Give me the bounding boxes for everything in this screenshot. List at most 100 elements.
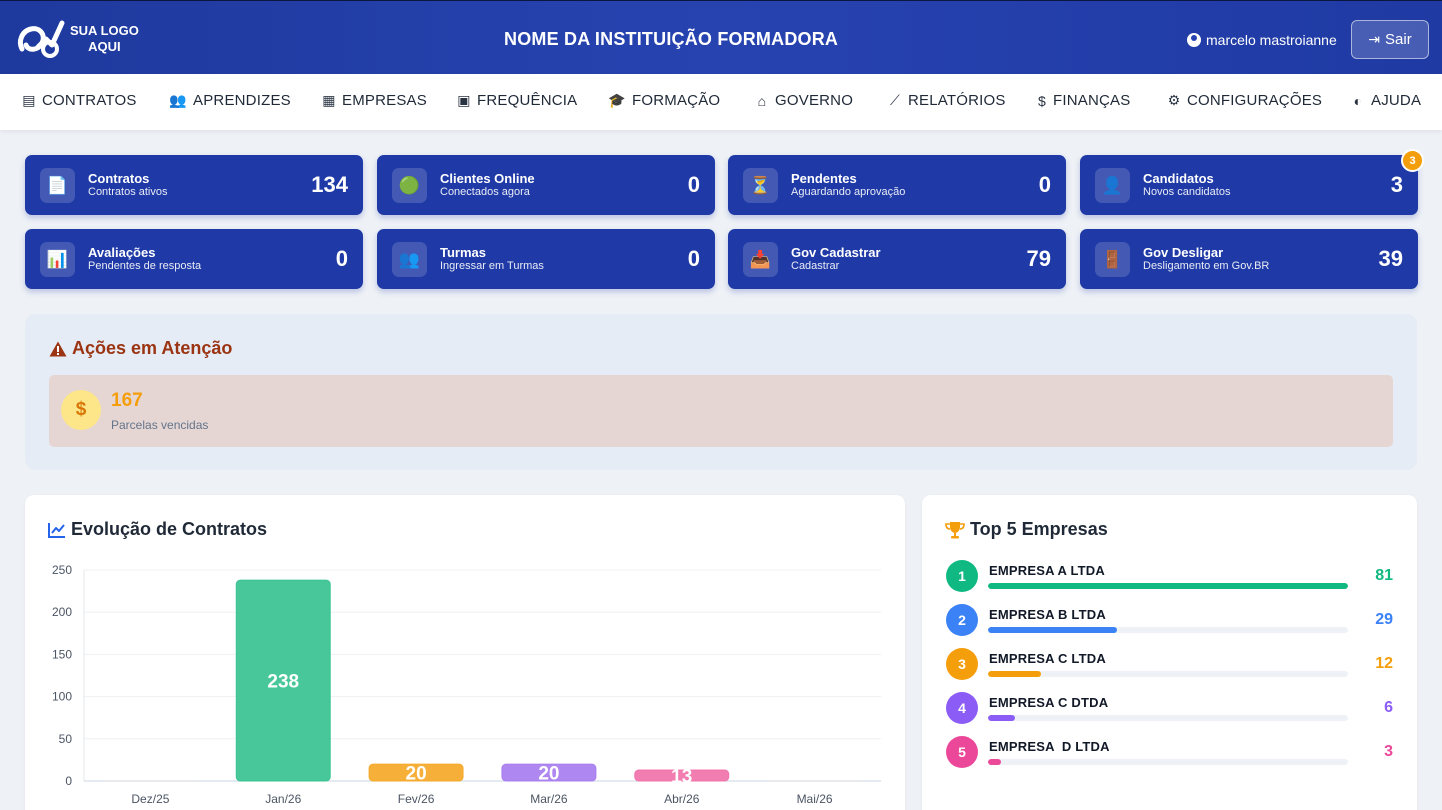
bar-data-label: 20: [538, 764, 559, 785]
nav-label: CONFIGURAÇÕES: [1187, 92, 1323, 109]
stat-subtitle: Conectados agora: [440, 186, 530, 198]
rank-bar-fill: [988, 715, 1015, 721]
x-tick-label: Mar/26: [530, 792, 568, 806]
attention-title: Ações em Atenção: [49, 338, 232, 359]
company-rank-row[interactable]: 1 EMPRESA A LTDA 81: [946, 560, 1393, 594]
stat-card-pendentes[interactable]: ⏳ Pendentes Aguardando aprovação 0: [728, 155, 1066, 215]
stat-value: 0: [687, 172, 700, 197]
calendar-check-icon: ▣: [457, 92, 471, 108]
rank-badge: 5: [946, 736, 978, 768]
stat-value: 134: [311, 172, 348, 197]
attention-title-text: Ações em Atenção: [72, 338, 233, 358]
stat-card-contratos[interactable]: 📄 Contratos Contratos ativos 134: [25, 155, 363, 215]
company-rank-row[interactable]: 3 EMPRESA C LTDA 12: [946, 648, 1393, 682]
rank-badge: 2: [946, 604, 978, 636]
bar-chart-icon: 📊: [40, 242, 75, 277]
nav-label: RELATÓRIOS: [908, 92, 1006, 109]
nav-label: AJUDA: [1371, 92, 1422, 109]
y-tick-label: 0: [65, 774, 72, 788]
rank-bar-fill: [988, 627, 1117, 633]
nav-item-governo[interactable]: ⌂ GOVERNO: [755, 92, 853, 109]
rank-bar-track: [988, 671, 1348, 677]
stat-title: Clientes Online: [440, 171, 535, 186]
attention-item-label: Parcelas vencidas: [111, 418, 209, 432]
company-rank-row[interactable]: 2 EMPRESA B LTDA 29: [946, 604, 1393, 638]
company-name: EMPRESA C LTDA: [989, 651, 1106, 666]
logo-mark-icon: [17, 20, 65, 58]
stat-card-gov-cadastrar[interactable]: 📥 Gov Cadastrar Cadastrar 79: [728, 229, 1066, 289]
stat-card-avaliacoes[interactable]: 📊 Avaliações Pendentes de resposta 0: [25, 229, 363, 289]
rank-bar-track: [988, 583, 1348, 589]
evolution-chart: 0 50 100 150 200 250 Dez/25 238 Jan/26 20 Fev/26 20…: [52, 563, 881, 806]
inbox-tray-icon: 📥: [743, 242, 778, 277]
nav-item-ajuda[interactable]: ◐ AJUDA: [1351, 92, 1421, 109]
nav-label: CONTRATOS: [42, 92, 137, 109]
nav-item-formacao[interactable]: 🎓 FORMAÇÃO: [608, 92, 720, 109]
landmark-icon: ⌂: [757, 92, 767, 109]
rank-badge: 4: [946, 692, 978, 724]
rank-badge: 3: [946, 648, 978, 680]
rank-bar-track: [988, 627, 1348, 633]
nav-item-empresas[interactable]: ▦ EMPRESAS: [322, 92, 427, 109]
dollar-icon: $: [1038, 92, 1046, 109]
building-icon: ▦: [322, 92, 336, 108]
stat-title: Gov Cadastrar: [791, 245, 881, 260]
rank-bar-track: [988, 759, 1348, 765]
y-tick-label: 50: [59, 732, 73, 746]
company-rank-row[interactable]: 4 EMPRESA C DTDA 6: [946, 692, 1393, 726]
stat-card-clientes-online[interactable]: 🟢 Clientes Online Conectados agora 0: [377, 155, 715, 215]
warning-icon: [49, 341, 67, 356]
bar: [368, 763, 464, 782]
nav-item-relatorios[interactable]: ⟋ RELATÓRIOS: [888, 92, 1006, 109]
top5-panel: Top 5 Empresas 1 EMPRESA A LTDA 81 2 EMP…: [922, 495, 1417, 810]
stat-value: 0: [335, 246, 348, 271]
stat-card-turmas[interactable]: 👥 Turmas Ingressar em Turmas 0: [377, 229, 715, 289]
graduation-cap-icon: 🎓: [608, 92, 626, 108]
users-icon: 👥: [169, 92, 187, 108]
hourglass-icon: ⏳: [743, 168, 778, 203]
stat-title: Gov Desligar: [1143, 245, 1224, 260]
stat-title: Candidatos: [1143, 171, 1214, 186]
document-icon: 📄: [40, 168, 75, 203]
main-nav: ▤ CONTRATOS 👥 APRENDIZES ▦ EMPRESAS ▣ FR…: [0, 74, 1442, 130]
attention-item-parcelas[interactable]: $ 167 Parcelas vencidas: [49, 375, 1393, 447]
company-rank-row[interactable]: 5 EMPRESA D LTDA 3: [946, 736, 1393, 770]
attention-section: Ações em Atenção $ 167 Parcelas vencidas: [25, 314, 1417, 470]
rank-bar-fill: [988, 583, 1348, 589]
top5-title-text: Top 5 Empresas: [970, 519, 1108, 539]
rank-bar-fill: [988, 759, 1002, 765]
stat-subtitle: Cadastrar: [791, 260, 840, 272]
evolution-panel: Evolução de Contratos 0 50 100 150 200 250 Dez…: [25, 495, 905, 810]
institution-name: NOME DA INSTITUIÇÃO FORMADORA: [504, 29, 839, 49]
bar-data-label: 238: [267, 672, 299, 693]
y-tick-label: 250: [52, 563, 72, 577]
bar: [501, 763, 597, 782]
user-info[interactable]: marcelo mastroianne: [1187, 32, 1337, 48]
nav-label: FORMAÇÃO: [632, 92, 721, 109]
attention-item-value: 167: [111, 390, 143, 411]
stat-title: Turmas: [440, 245, 486, 260]
evolution-title: Evolução de Contratos: [48, 519, 267, 540]
company-value: 81: [1375, 567, 1393, 584]
nav-item-frequencia[interactable]: ▣ FREQUÊNCIA: [457, 92, 577, 109]
nav-item-contratos[interactable]: ▤ CONTRATOS: [22, 92, 137, 109]
stat-subtitle: Contratos ativos: [88, 186, 168, 198]
logo-text: SUA LOGO AQUI: [70, 23, 139, 55]
nav-label: APRENDIZES: [193, 92, 291, 109]
stat-subtitle: Ingressar em Turmas: [440, 260, 544, 272]
top5-title: Top 5 Empresas: [945, 519, 1108, 540]
nav-item-financas[interactable]: $ FINANÇAS: [1037, 92, 1130, 109]
stat-card-gov-desligar[interactable]: 🚪 Gov Desligar Desligamento em Gov.BR 39: [1080, 229, 1418, 289]
stat-card-candidatos[interactable]: 👤 Candidatos Novos candidatos 3 3: [1080, 149, 1424, 215]
nav-label: GOVERNO: [775, 92, 854, 109]
logout-label: Sair: [1385, 31, 1412, 48]
sign-out-icon: ⇥: [1368, 31, 1381, 47]
bar-data-label: 20: [406, 764, 427, 785]
company-value: 29: [1375, 611, 1393, 628]
notification-badge: 3: [1401, 149, 1424, 172]
nav-item-configuracoes[interactable]: ⚙ CONFIGURAÇÕES: [1167, 92, 1322, 109]
logout-button[interactable]: ⇥ Sair: [1351, 20, 1429, 59]
logo[interactable]: SUA LOGO AQUI: [16, 19, 139, 59]
person-icon: 👤: [1095, 168, 1130, 203]
nav-item-aprendizes[interactable]: 👥 APRENDIZES: [169, 92, 291, 109]
